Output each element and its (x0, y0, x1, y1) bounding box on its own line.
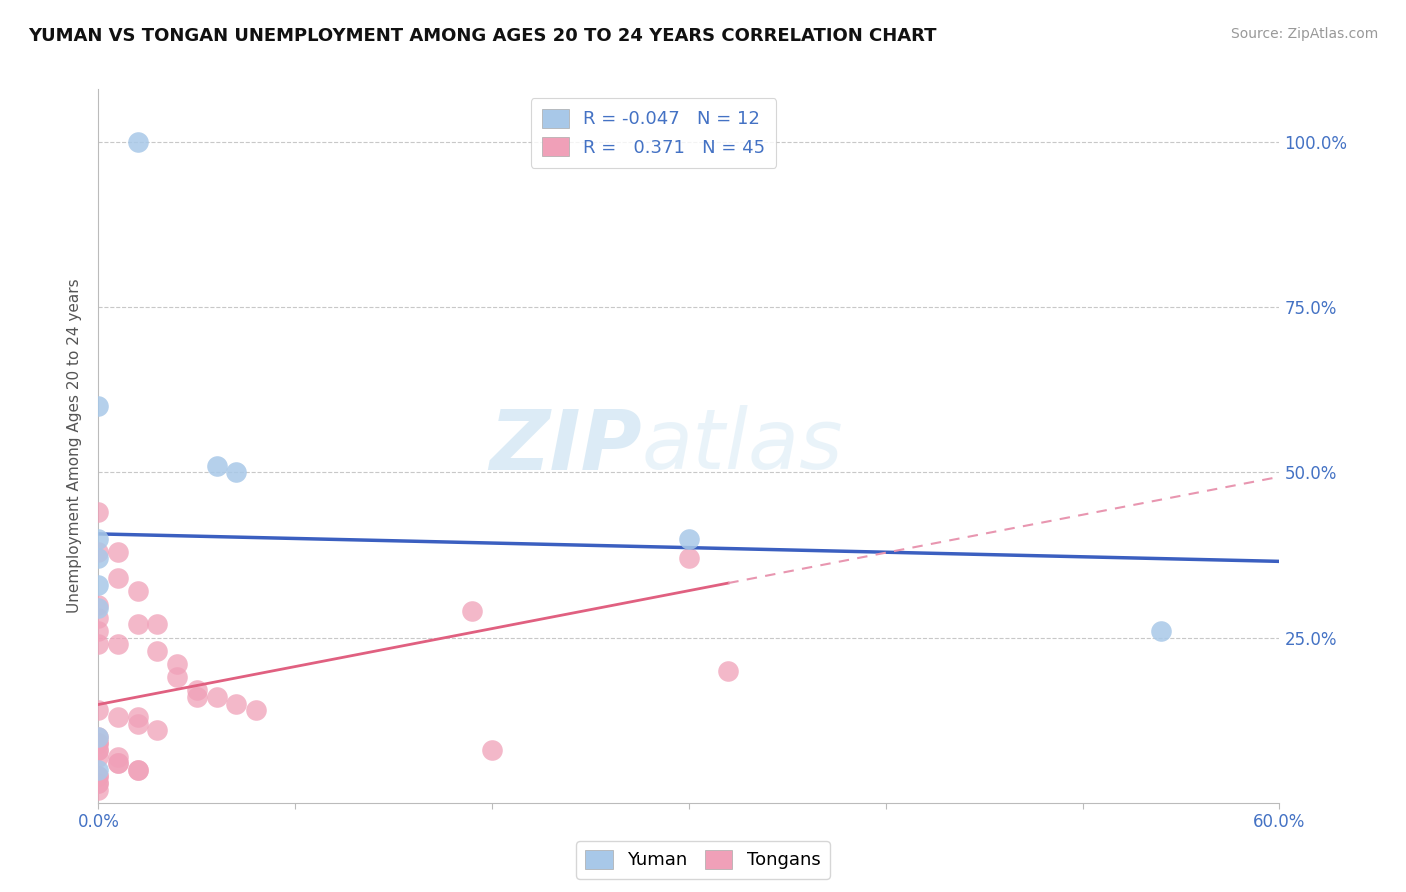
Point (127, 584, 149, 599)
Point (678, 551, 700, 566)
Point (127, 617, 149, 632)
Point (87, 637, 110, 651)
Point (107, 756, 129, 771)
Point (87, 505, 110, 519)
Point (107, 710, 129, 724)
Point (87, 776, 110, 790)
Point (146, 617, 169, 632)
Point (1150, 624, 1173, 638)
Point (87, 611, 110, 625)
Point (87, 743, 110, 757)
Text: Source: ZipAtlas.com: Source: ZipAtlas.com (1230, 27, 1378, 41)
Point (87, 545, 110, 559)
Point (107, 756, 129, 771)
Point (87, 769, 110, 783)
Point (87, 736, 110, 750)
Point (107, 571, 129, 585)
Text: ZIP: ZIP (489, 406, 641, 486)
Point (87, 400, 110, 414)
Point (107, 637, 129, 651)
Point (87, 578, 110, 592)
Point (205, 690, 228, 704)
Point (87, 782, 110, 797)
Point (678, 532, 700, 546)
Point (127, 135, 149, 149)
Point (87, 749, 110, 764)
Point (481, 743, 503, 757)
Point (225, 466, 247, 480)
Point (87, 598, 110, 612)
Point (146, 644, 169, 658)
Point (87, 763, 110, 777)
Point (127, 763, 149, 777)
Point (127, 710, 149, 724)
Point (87, 776, 110, 790)
Point (87, 730, 110, 744)
Point (107, 749, 129, 764)
Point (87, 600, 110, 615)
Point (87, 743, 110, 757)
Point (245, 703, 267, 717)
Point (166, 657, 188, 671)
Point (461, 604, 484, 618)
Point (87, 769, 110, 783)
Point (87, 730, 110, 744)
Point (717, 664, 740, 678)
Point (205, 458, 228, 473)
Y-axis label: Unemployment Among Ages 20 to 24 years: Unemployment Among Ages 20 to 24 years (67, 278, 83, 614)
Point (87, 532, 110, 546)
Point (107, 545, 129, 559)
Text: YUMAN VS TONGAN UNEMPLOYMENT AMONG AGES 20 TO 24 YEARS CORRELATION CHART: YUMAN VS TONGAN UNEMPLOYMENT AMONG AGES … (28, 27, 936, 45)
Point (87, 551, 110, 566)
Point (87, 736, 110, 750)
Legend: Yuman, Tongans: Yuman, Tongans (576, 841, 830, 879)
Point (186, 683, 208, 698)
Point (87, 703, 110, 717)
Point (225, 697, 247, 711)
Point (87, 624, 110, 638)
Legend: R = -0.047   N = 12, R =   0.371   N = 45: R = -0.047 N = 12, R = 0.371 N = 45 (531, 98, 776, 168)
Point (166, 670, 188, 684)
Text: atlas: atlas (641, 406, 844, 486)
Point (127, 716, 149, 731)
Point (186, 690, 208, 704)
Point (146, 723, 169, 738)
Point (127, 763, 149, 777)
